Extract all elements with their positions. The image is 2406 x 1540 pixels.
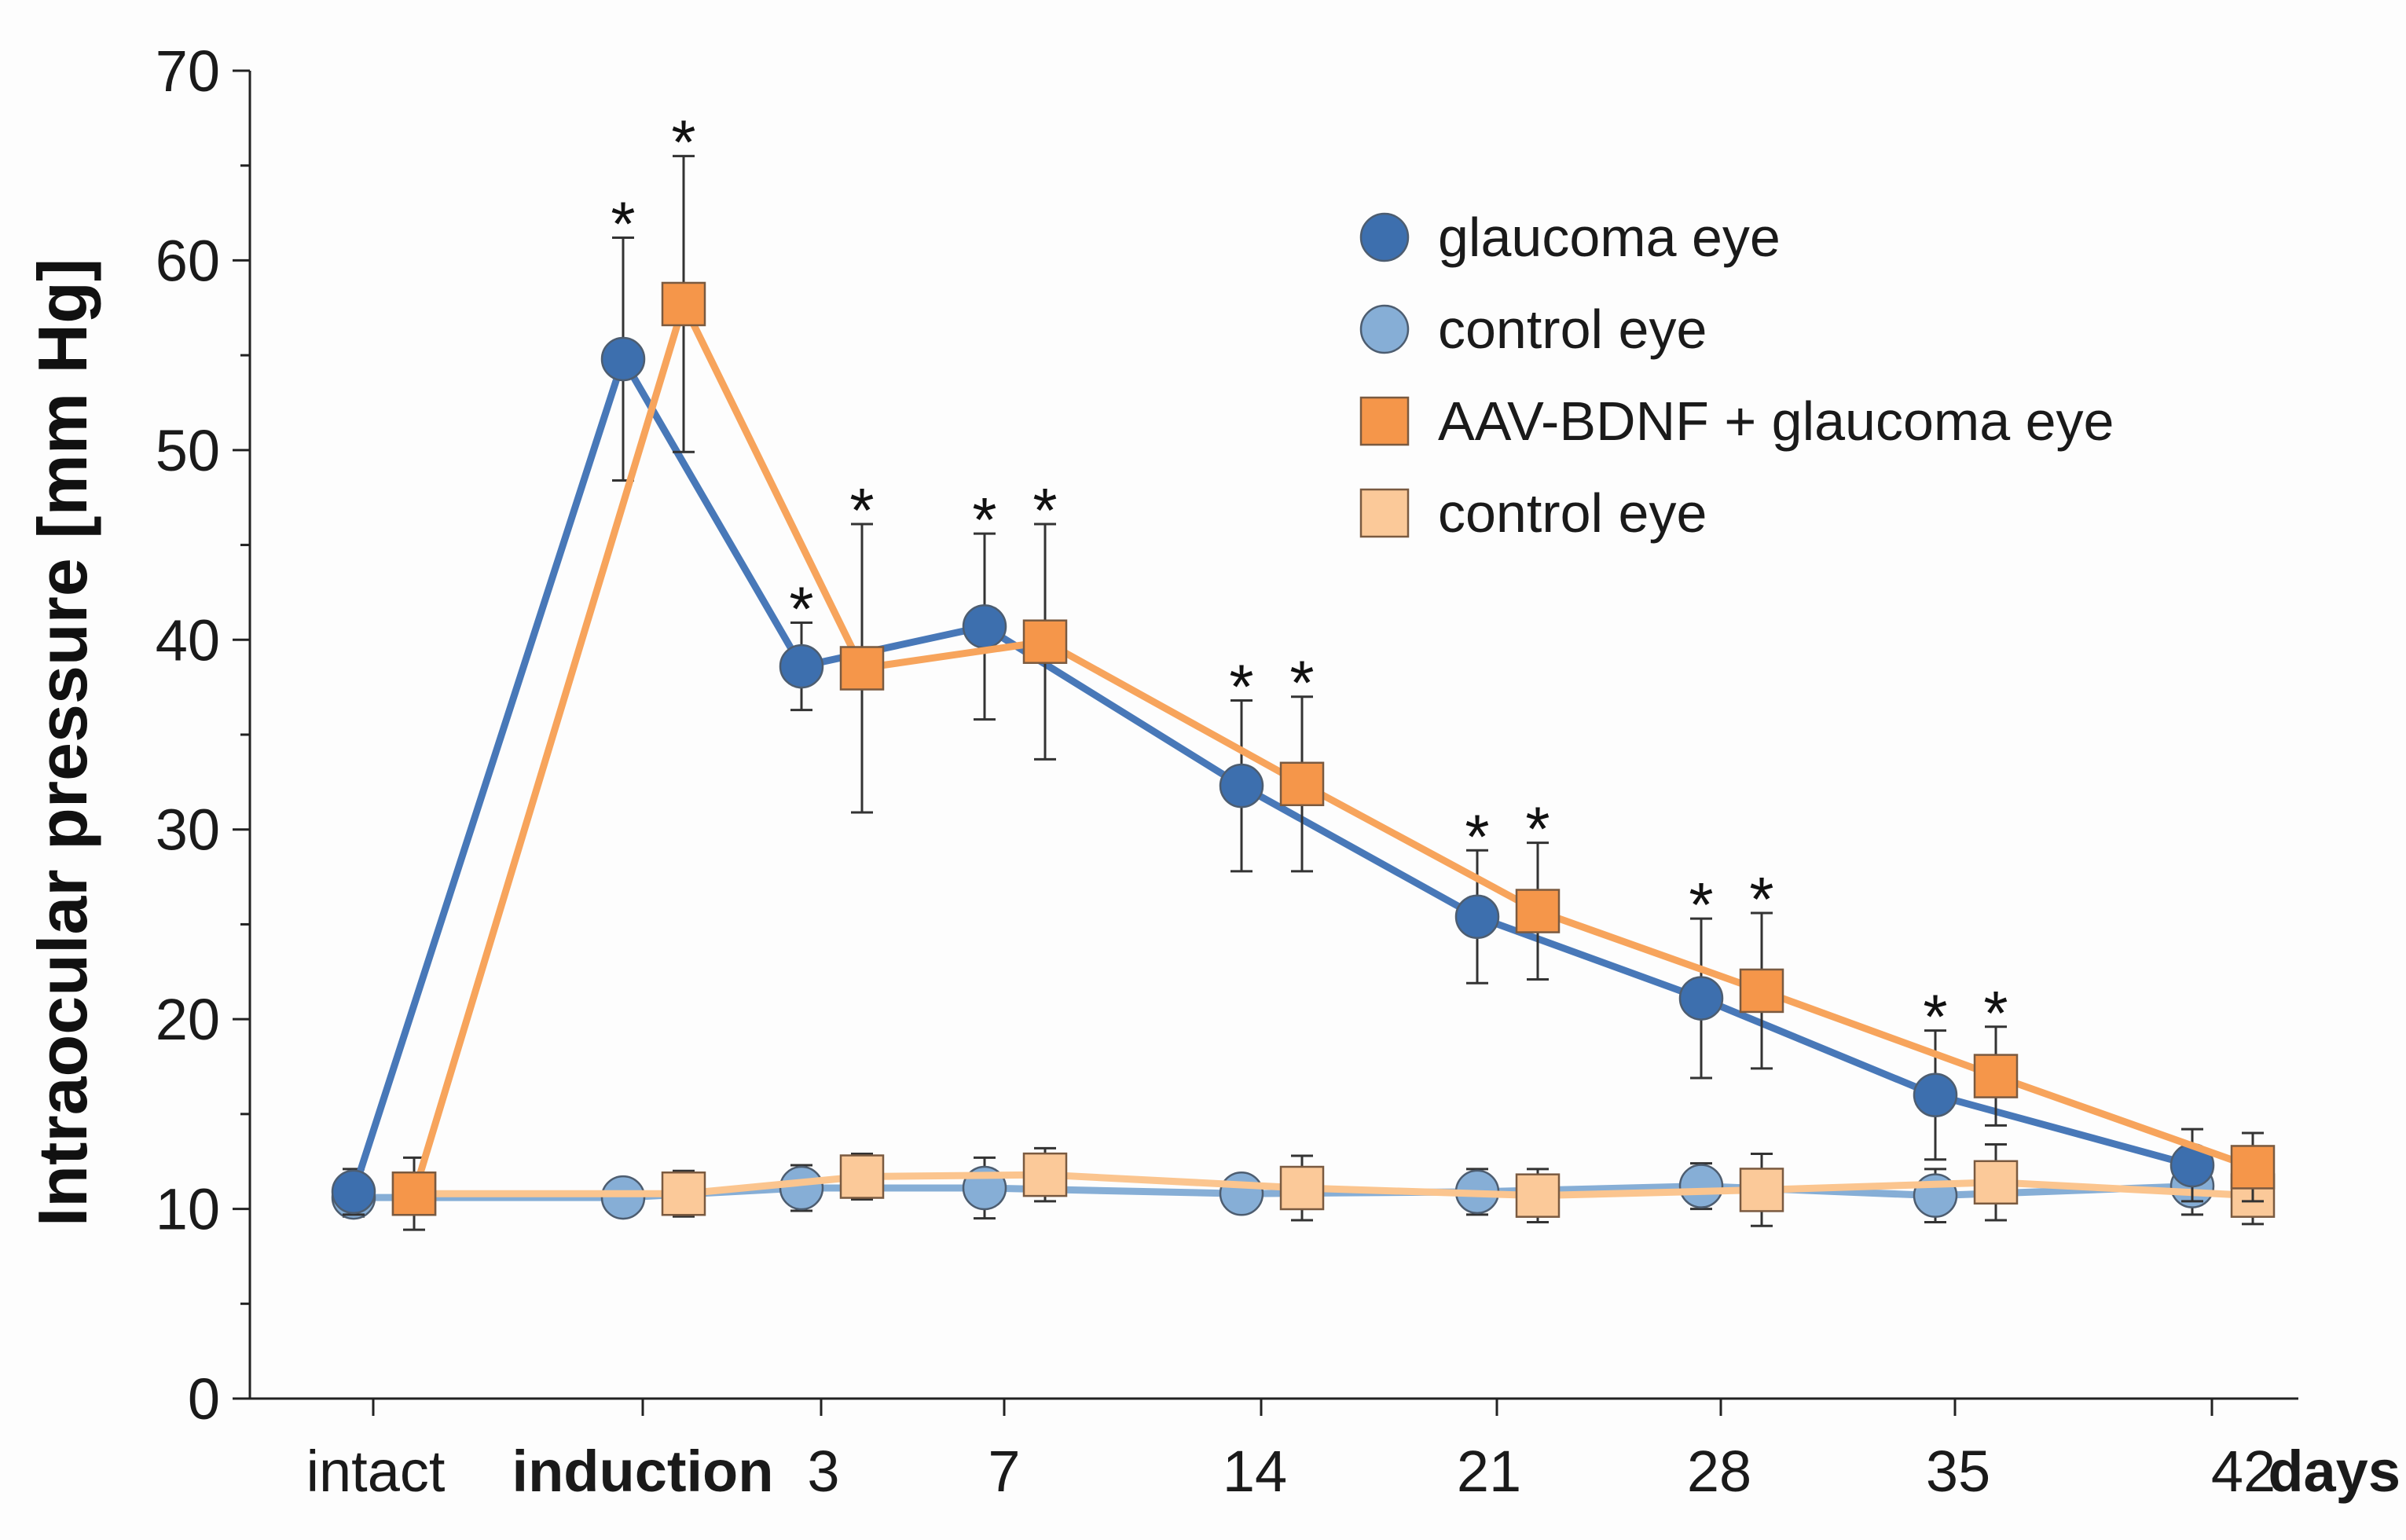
y-tick-label: 30 — [156, 798, 220, 863]
data-point — [1279, 1165, 1325, 1211]
legend-label: AAV-BDNF + glaucoma eye — [1438, 390, 2114, 452]
series-glaucoma-eye: * * * * * * * — [331, 189, 2215, 1216]
significance-star: * — [671, 108, 695, 178]
significance-star: * — [611, 189, 635, 258]
data-point — [779, 644, 824, 689]
data-point — [661, 281, 706, 327]
data-point — [1279, 761, 1325, 807]
x-tick-label: 14 — [1223, 1439, 1287, 1504]
data-point — [1219, 1172, 1264, 1216]
significance-star: * — [1465, 801, 1489, 871]
legend-label: control eye — [1438, 482, 1707, 544]
y-tick-label: 40 — [156, 607, 220, 673]
significance-star: * — [1689, 870, 1713, 940]
y-tick-label: 0 — [188, 1366, 220, 1432]
significance-star: * — [1032, 475, 1057, 545]
series-control-eye — [391, 1142, 2276, 1227]
series-aav-bdnf-glaucoma-eye: * * * * * * * — [391, 108, 2276, 1231]
data-point — [391, 1172, 437, 1216]
x-tick-label: 3 — [807, 1439, 839, 1504]
x-tick-label: 28 — [1687, 1439, 1751, 1504]
data-point — [1913, 1072, 1958, 1117]
y-tick-label: 60 — [156, 228, 220, 293]
data-point — [1454, 894, 1500, 940]
x-tick-label: intact — [306, 1439, 446, 1504]
data-point — [1022, 619, 1068, 664]
significance-star: * — [1289, 648, 1314, 718]
y-tick-label: 70 — [156, 38, 220, 104]
significance-star: * — [1229, 652, 1253, 722]
data-point — [1515, 889, 1561, 933]
data-point — [331, 1169, 376, 1215]
x-unit-label: days — [2268, 1439, 2400, 1504]
data-point — [1515, 1173, 1561, 1218]
x-tick-label: 21 — [1457, 1439, 1521, 1504]
data-point — [1973, 1054, 2019, 1098]
significance-star: * — [1749, 864, 1773, 934]
x-tick-label: 35 — [1926, 1439, 1990, 1504]
data-point — [1739, 968, 1784, 1014]
y-tick-label: 50 — [156, 418, 220, 483]
significance-star: * — [972, 485, 996, 555]
significance-star: * — [849, 475, 874, 545]
legend-label: glaucoma eye — [1438, 207, 1781, 268]
legend-marker — [1359, 396, 1410, 446]
legend-label: control eye — [1438, 299, 1707, 360]
data-point — [839, 1154, 885, 1199]
data-point — [839, 646, 885, 691]
legend-marker — [1359, 488, 1410, 538]
x-tick-label: 42 — [2211, 1439, 2276, 1504]
x-tick-label: induction — [512, 1439, 774, 1504]
significance-star: * — [1983, 978, 2008, 1048]
y-tick-label: 10 — [156, 1177, 220, 1242]
data-point — [2230, 1145, 2276, 1190]
data-point — [1678, 1164, 1724, 1208]
significance-star: * — [789, 574, 813, 644]
y-axis-title: Intraocular pressure [mm Hg] — [24, 258, 101, 1226]
data-point — [779, 1165, 824, 1211]
data-point — [600, 1175, 646, 1220]
legend: glaucoma eye control eye AAV-BDNF + glauco… — [1359, 207, 2114, 544]
legend-marker — [1359, 212, 1410, 262]
data-point — [1219, 763, 1264, 808]
legend-marker — [1359, 304, 1410, 354]
data-point — [962, 604, 1007, 649]
series-control-eye — [331, 1156, 2215, 1223]
significance-star: * — [1525, 794, 1550, 864]
data-point — [661, 1172, 706, 1216]
data-point — [600, 336, 646, 382]
data-point — [1973, 1160, 2019, 1205]
y-axis-ticks: 0 10 20 30 40 50 60 70 — [156, 38, 250, 1432]
data-point — [1022, 1152, 1068, 1197]
data-point — [1739, 1168, 1784, 1212]
data-point — [1678, 976, 1724, 1021]
x-tick-label: 7 — [988, 1439, 1020, 1504]
significance-star: * — [1923, 982, 1947, 1052]
series-layer: * * * * * * * * * * * * * * — [331, 108, 2276, 1231]
y-tick-label: 20 — [156, 987, 220, 1052]
